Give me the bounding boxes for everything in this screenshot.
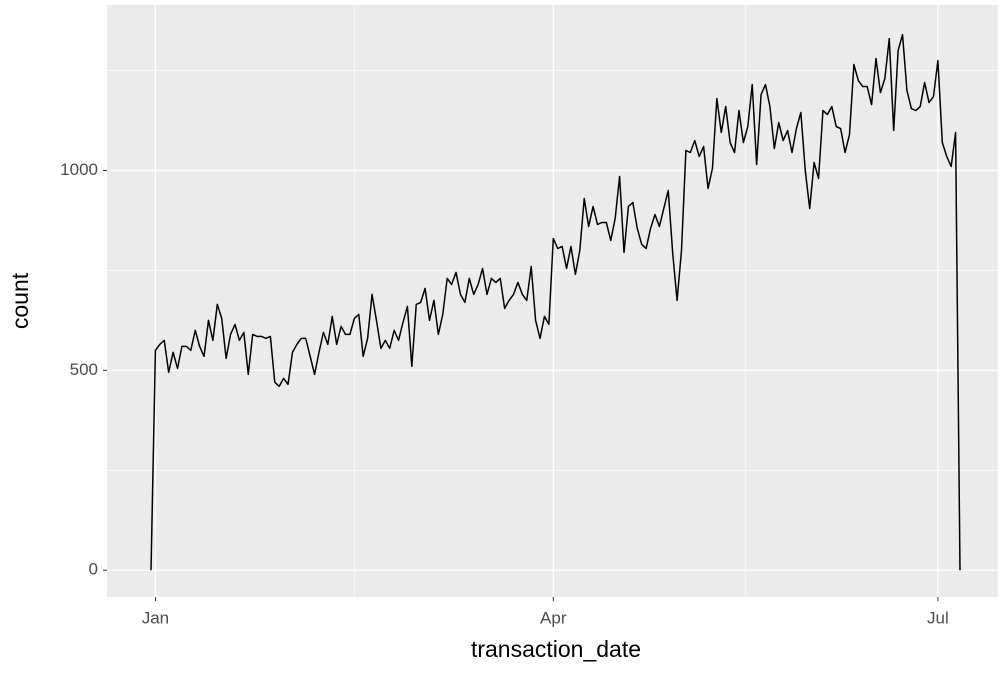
data-line: [150, 33, 961, 571]
y-tick-label: 0: [89, 560, 98, 579]
x-tick-label: Jul: [927, 608, 949, 627]
x-tick-label: Apr: [540, 608, 567, 627]
x-axis-title: transaction_date: [471, 636, 641, 662]
y-tick-label: 1000: [60, 160, 98, 179]
x-tick-label: Jan: [142, 608, 169, 627]
y-axis-title: count: [7, 272, 33, 329]
y-tick-label: 500: [70, 360, 98, 379]
panel: [107, 5, 998, 597]
